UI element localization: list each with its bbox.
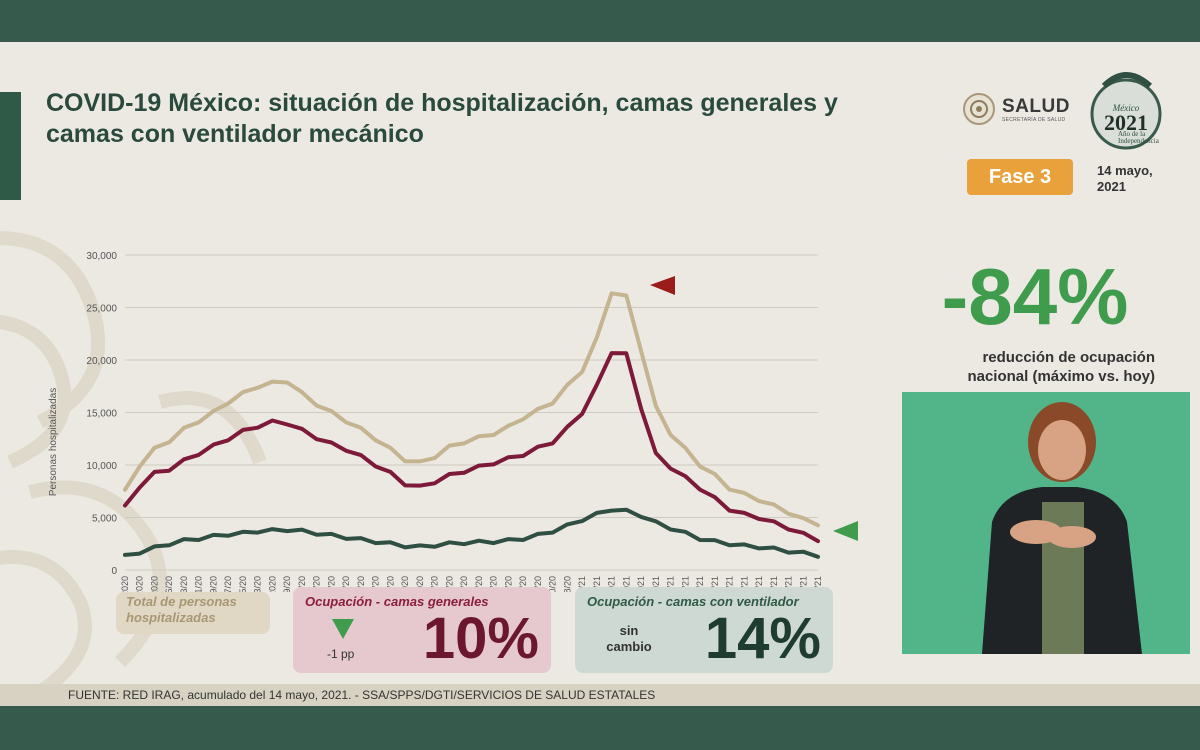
ventilator-beds-card: Ocupación - camas con ventilador sin cam… bbox=[575, 587, 833, 673]
x-tick-label: 7/5/20 bbox=[238, 576, 248, 592]
y-tick-label: 20,000 bbox=[86, 356, 117, 367]
x-tick-label: 11/26/20 bbox=[503, 576, 513, 592]
x-tick-label: 12/28/20 bbox=[562, 576, 572, 592]
x-tick-label: 5/5/21 bbox=[798, 576, 808, 592]
x-tick-label: 7/29/20 bbox=[282, 576, 292, 592]
y-tick-label: 25,000 bbox=[86, 304, 117, 315]
y-axis-label: Personas hospitalizadas bbox=[48, 388, 59, 496]
chart-series bbox=[123, 291, 820, 559]
x-tick-label: 3/10/21 bbox=[695, 576, 705, 592]
ventilator-beds-title: Ocupación - camas con ventilador bbox=[587, 594, 799, 609]
x-tick-label: 7/21/2020 bbox=[267, 576, 277, 592]
current-marker-icon bbox=[833, 521, 858, 541]
x-tick-label: 4/27/21 bbox=[784, 576, 794, 592]
x-tick-label: 11/2/20 bbox=[459, 576, 469, 592]
general-beds-title: Ocupación - camas generales bbox=[305, 594, 489, 609]
seal-year: 2021 bbox=[1104, 110, 1148, 135]
salud-logo-subtitle: SECRETARÍA DE SALUD bbox=[1002, 117, 1066, 123]
x-tick-label: 10/1/2020 bbox=[400, 576, 410, 592]
headline-percentage: -84% bbox=[941, 252, 1129, 341]
x-tick-label: 10/9/2020 bbox=[415, 576, 425, 592]
y-tick-label: 30,000 bbox=[86, 251, 117, 262]
headline-caption: reducción de ocupación nacional (máximo … bbox=[967, 349, 1155, 385]
source-note: FUENTE: RED IRAG, acumulado del 14 mayo,… bbox=[68, 688, 656, 702]
x-tick-label: 6/11/20 bbox=[194, 576, 204, 592]
general-beds-delta: -1 pp bbox=[327, 647, 355, 661]
x-tick-label: 4/3/21 bbox=[739, 576, 749, 592]
x-tick-label: 5/18/2020 bbox=[149, 576, 159, 592]
report-date: 14 mayo, 2021 bbox=[1097, 163, 1153, 194]
interpreter-figure bbox=[982, 402, 1142, 654]
x-tick-label: 10/17/20 bbox=[430, 576, 440, 592]
down-arrow-icon bbox=[332, 619, 354, 639]
general-beds-value: 10% bbox=[422, 606, 539, 671]
x-tick-label: 6/27/20 bbox=[223, 576, 233, 592]
peak-marker-icon bbox=[650, 276, 675, 295]
seal-subtitle: Año de la Independencia bbox=[1118, 130, 1159, 145]
seal-text: México bbox=[1112, 103, 1140, 113]
x-tick-label: 4/19/21 bbox=[769, 576, 779, 592]
x-tick-label: 9/23/20 bbox=[385, 576, 395, 592]
x-tick-label: 5/10/2020 bbox=[135, 576, 145, 592]
legend-total-label: Total de personas hospitalizadas bbox=[126, 594, 237, 625]
chart-grid bbox=[125, 254, 818, 571]
salud-emblem-icon bbox=[963, 93, 995, 125]
x-tick-label: 3/26/21 bbox=[725, 576, 735, 592]
x-tick-label: 9/7/20 bbox=[356, 576, 366, 592]
x-tick-label: 7/13/20 bbox=[253, 576, 263, 592]
general-beds-card: Ocupación - camas generales -1 pp 10% bbox=[293, 587, 551, 673]
x-tick-label: 12/4/20 bbox=[518, 576, 528, 592]
series-line-total bbox=[123, 291, 820, 528]
x-tick-label: 11/18/20 bbox=[489, 576, 499, 592]
x-tick-label: 8/30/20 bbox=[341, 576, 351, 592]
slide: COVID-19 México: situación de hospitaliz… bbox=[0, 42, 1200, 706]
series-line-ventilator bbox=[123, 507, 820, 559]
phase-badge: Fase 3 bbox=[967, 159, 1073, 195]
x-tick-label: 1/29/2021 bbox=[621, 576, 631, 592]
x-tick-label: 12/20/20 bbox=[548, 576, 558, 592]
legend-total: Total de personas hospitalizadas bbox=[116, 592, 270, 634]
series-line-general bbox=[123, 351, 820, 544]
x-tick-label: 2/22/21 bbox=[666, 576, 676, 592]
x-tick-label: 4/11/21 bbox=[754, 576, 764, 592]
x-tick-label: 5/2/2020 bbox=[120, 576, 130, 592]
ventilator-beds-value: 14% bbox=[704, 606, 821, 671]
title-accent-bar bbox=[0, 92, 21, 200]
footer-bar: FUENTE: RED IRAG, acumulado del 14 mayo,… bbox=[0, 684, 1200, 706]
sign-language-interpreter-video bbox=[902, 392, 1190, 654]
x-tick-label: 11/10/20 bbox=[474, 576, 484, 592]
x-tick-label: 6/19/20 bbox=[208, 576, 218, 592]
x-tick-label: 1/21/2021 bbox=[607, 576, 617, 592]
x-axis-ticks: 5/2/2020 5/10/2020 5/18/2020 5/26/20 6/3/20 6… bbox=[120, 576, 823, 592]
x-tick-label: 6/3/20 bbox=[179, 576, 189, 592]
x-tick-label: 5/26/20 bbox=[164, 576, 174, 592]
page-title: COVID-19 México: situación de hospitaliz… bbox=[46, 89, 838, 148]
x-tick-label: 5/13/21 bbox=[813, 576, 823, 592]
x-tick-label: 8/22/20 bbox=[326, 576, 336, 592]
x-tick-label: 9/15/20 bbox=[371, 576, 381, 592]
y-axis-ticks: 0 5,000 10,000 15,000 20,000 25,000 30,000 bbox=[86, 251, 117, 577]
y-tick-label: 10,000 bbox=[86, 461, 117, 472]
independence-seal-icon bbox=[1090, 72, 1162, 150]
x-tick-label: 3/2/21 bbox=[680, 576, 690, 592]
y-tick-label: 15,000 bbox=[86, 409, 117, 420]
x-tick-label: 3/18/21 bbox=[710, 576, 720, 592]
x-tick-label: 1/13/21 bbox=[592, 576, 602, 592]
salud-logo-text: SALUD bbox=[1002, 96, 1070, 117]
hospitalization-chart: Personas hospitalizadas 0 5,000 10,000 15,0… bbox=[48, 251, 858, 592]
x-tick-label: 2/14/2021 bbox=[651, 576, 661, 592]
x-tick-label: 8/14/20 bbox=[312, 576, 322, 592]
y-tick-label: 5,000 bbox=[92, 514, 117, 525]
x-tick-label: 10/25/20 bbox=[444, 576, 454, 592]
ventilator-beds-change: sin cambio bbox=[606, 623, 652, 654]
x-tick-label: 8/6/20 bbox=[297, 576, 307, 592]
x-tick-label: 1/5/21 bbox=[577, 576, 587, 592]
x-tick-label: 12/12/20 bbox=[533, 576, 543, 592]
y-tick-label: 0 bbox=[111, 566, 117, 577]
x-tick-label: 2/6/2021 bbox=[636, 576, 646, 592]
